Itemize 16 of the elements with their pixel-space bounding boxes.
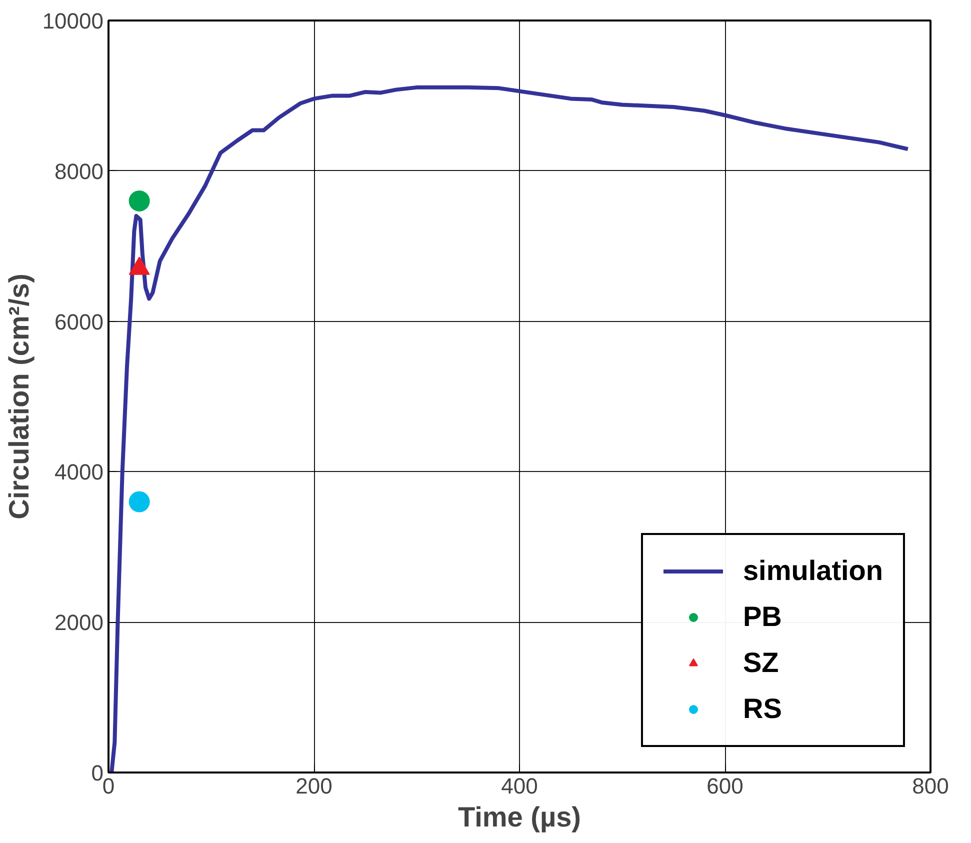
y-tick-label: 8000 xyxy=(54,158,104,184)
y-axis-title: Circulation (cm²/s) xyxy=(3,274,34,520)
legend-label: PB xyxy=(742,601,782,633)
y-tick-label: 6000 xyxy=(54,309,104,334)
x-tick-label: 800 xyxy=(912,774,949,798)
x-tick-label: 600 xyxy=(706,774,744,798)
y-tick-label: 4000 xyxy=(54,460,104,485)
x-tick-label: 400 xyxy=(501,774,538,798)
legend-label: RS xyxy=(742,693,782,725)
legend-label: SZ xyxy=(742,647,779,679)
line-series xyxy=(110,85,910,772)
x-axis-title: Time (µs) xyxy=(458,802,581,832)
legend-label: simulation xyxy=(742,555,883,587)
y-tick-label: 10000 xyxy=(42,8,104,34)
y-tick-label: 2000 xyxy=(54,610,104,636)
x-tick-label: 200 xyxy=(296,774,332,798)
